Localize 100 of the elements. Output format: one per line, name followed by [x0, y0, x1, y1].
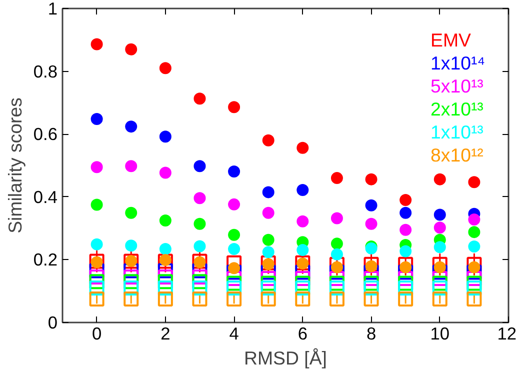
point: [158, 274, 173, 290]
point: [226, 264, 242, 280]
point: [432, 264, 448, 280]
point: [89, 263, 104, 278]
point: [124, 263, 139, 278]
point: [434, 241, 446, 254]
point: [228, 243, 240, 256]
point: [159, 166, 172, 179]
point: [434, 173, 446, 186]
point: [466, 280, 482, 296]
point: [365, 218, 378, 230]
point: [296, 244, 309, 256]
x-tick-label: 2: [160, 324, 170, 344]
point: [192, 291, 208, 306]
text: EMV: [430, 30, 472, 50]
point: [89, 274, 104, 290]
y-tick-label: 1: [48, 0, 58, 18]
point: [89, 280, 104, 296]
point: [365, 199, 378, 212]
point: [365, 173, 378, 186]
point: [159, 62, 172, 74]
point: [364, 256, 379, 272]
point: [330, 172, 343, 184]
x-tick-label: 0: [92, 324, 102, 344]
point: [194, 192, 206, 204]
point: [295, 280, 310, 296]
point: [400, 194, 412, 206]
point: [125, 43, 138, 56]
point: [329, 264, 344, 280]
point: [330, 261, 343, 274]
point: [90, 198, 103, 211]
point: [260, 264, 276, 280]
point: [400, 206, 412, 219]
y-tick-label: 0.8: [33, 61, 58, 82]
point: [262, 258, 274, 270]
point: [90, 38, 103, 50]
point: [296, 215, 309, 228]
point: [330, 212, 343, 224]
point: [398, 280, 414, 296]
point: [330, 238, 343, 250]
point: [262, 206, 274, 219]
point: [125, 120, 138, 133]
point: [296, 184, 309, 196]
point: [125, 240, 138, 252]
point: [330, 248, 343, 260]
point: [432, 291, 448, 306]
y-tick-label: 0.2: [33, 250, 58, 270]
point: [400, 261, 412, 274]
point: [398, 291, 414, 306]
point: [125, 206, 138, 219]
point: [365, 260, 378, 272]
point: [228, 101, 240, 114]
point: [226, 280, 242, 296]
point: [295, 264, 310, 280]
point: [90, 161, 103, 174]
point: [468, 214, 480, 226]
point: [468, 240, 480, 252]
point: [158, 291, 173, 306]
point: [124, 291, 139, 306]
point: [398, 264, 414, 280]
y-tick-label: 0.4: [33, 186, 58, 207]
point: [260, 255, 276, 270]
point: [124, 280, 139, 296]
x-tick-label: 4: [229, 324, 240, 344]
point: [228, 198, 240, 210]
text: 1x10¹⁴: [430, 52, 486, 74]
point: [159, 214, 172, 226]
point: [329, 291, 344, 306]
point: [295, 291, 310, 306]
point: [466, 291, 482, 306]
point: [194, 160, 206, 172]
text: 1x10¹³: [430, 122, 484, 142]
y-tick-label: 0.6: [33, 124, 58, 144]
point: [89, 291, 104, 306]
point: [398, 256, 414, 272]
x-axis-title: RMSD [Å]: [244, 348, 327, 368]
x-tick-label: 8: [366, 324, 376, 344]
x-tick-label: 10: [430, 324, 450, 344]
point: [194, 92, 206, 105]
point: [432, 256, 448, 272]
point: [260, 280, 276, 296]
point: [228, 228, 240, 241]
point: [228, 165, 240, 178]
text: 5x10¹³: [430, 76, 484, 96]
point: [432, 280, 448, 296]
point: [466, 264, 482, 280]
point: [159, 130, 172, 143]
point: [125, 160, 138, 172]
y-axis-title: Similarity scores: [4, 98, 26, 234]
point: [90, 113, 103, 126]
point: [364, 280, 379, 296]
point: [434, 222, 446, 234]
point: [400, 245, 412, 258]
point: [260, 291, 276, 306]
x-tick-label: 12: [497, 324, 517, 344]
point: [364, 264, 379, 280]
point: [158, 263, 173, 278]
text: 8x10¹²: [430, 144, 484, 166]
point: [194, 218, 206, 230]
point: [262, 246, 274, 258]
